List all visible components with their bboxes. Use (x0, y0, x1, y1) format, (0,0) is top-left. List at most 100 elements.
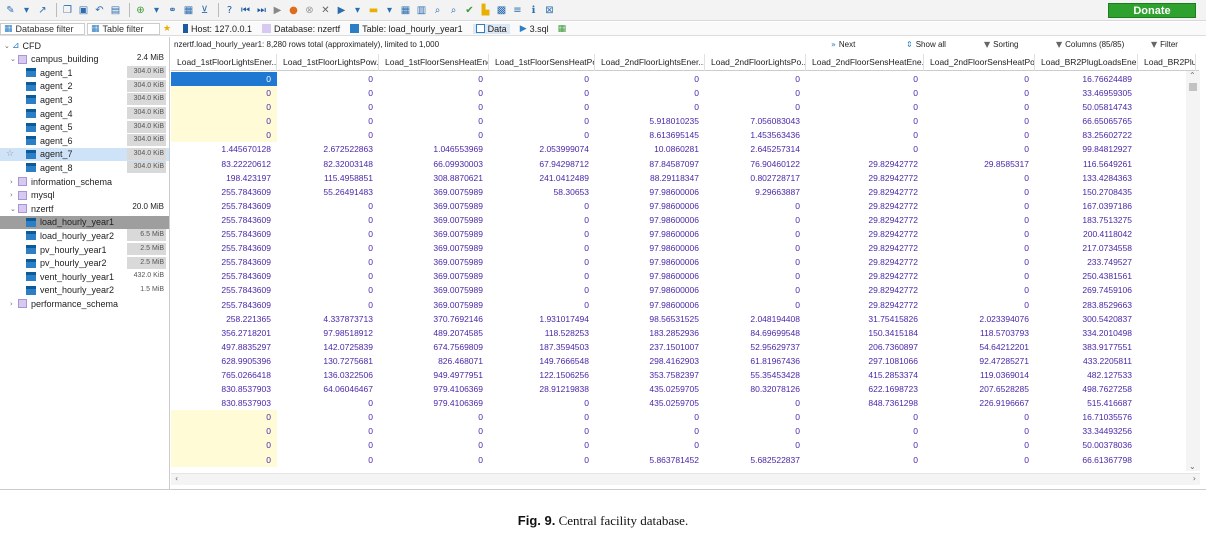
table-row[interactable]: 0 0 0 0 5.918010235 7.056083043 0 0 66.65065765 (171, 114, 1186, 129)
table-cell[interactable]: 415.2853374 (868, 369, 918, 380)
table-cell[interactable]: 369.0075989 (433, 299, 483, 310)
table-cell[interactable]: 29.82942772 (868, 285, 918, 296)
table-cell[interactable]: 0 (1024, 412, 1029, 423)
scroll-left-icon[interactable]: ‹ (175, 474, 179, 483)
table-cell[interactable]: 29.82942772 (868, 172, 918, 183)
tree-table-agent[interactable]: agent_7 304.0 KiB ☆ (0, 147, 169, 161)
table-cell[interactable]: 29.82942772 (868, 158, 918, 169)
table-cell[interactable]: 0 (368, 88, 373, 99)
table-cell[interactable]: 29.82942772 (868, 271, 918, 282)
table-cell[interactable]: 97.98600006 (649, 214, 699, 225)
table-cell[interactable]: 0 (171, 72, 277, 87)
table-cell[interactable]: 55.26491483 (323, 186, 373, 197)
table-cell[interactable]: 0 (795, 440, 800, 451)
last-icon[interactable]: ⏭ (257, 4, 266, 16)
new-query-tab-icon[interactable]: ▦ (557, 23, 567, 34)
table-cell[interactable]: 149.7666548 (539, 355, 589, 366)
table-cell[interactable]: 0 (478, 74, 483, 84)
tree-db-campus-building[interactable]: ⌄ campus_building 2.4 MiB (0, 53, 169, 66)
check-icon[interactable]: ✔ (465, 4, 474, 16)
table-filter-input[interactable]: ▦ Table filter (87, 22, 160, 35)
column-header[interactable]: Load_2ndFloorLightsEner... (595, 54, 705, 71)
table-row[interactable]: 258.221365 4.337873713 370.7692146 1.931017… (171, 312, 1186, 326)
table-cell[interactable]: 16.71035576 (1082, 412, 1132, 423)
table-cell[interactable]: 255.7843609 (221, 186, 271, 197)
table-cell[interactable]: 28.91219838 (539, 384, 589, 395)
table-cell[interactable]: 482.127533 (1087, 369, 1132, 380)
table-row[interactable]: 356.2718201 97.98518912 489.2074585 118.528… (171, 326, 1186, 340)
table-cell[interactable]: 183.7513275 (1082, 214, 1132, 225)
table-cell[interactable]: 88.29118347 (649, 172, 699, 183)
copy-icon[interactable]: ❐ (63, 4, 72, 16)
table-row[interactable]: 255.7843609 0 369.0075989 0 97.98600006 0 29.8… (171, 213, 1186, 227)
table-cell[interactable]: 97.98600006 (649, 271, 699, 282)
table-cell[interactable]: 0 (1024, 74, 1029, 84)
table-cell[interactable]: 0 (478, 116, 483, 127)
tree-table-agent[interactable]: agent_1 304.0 KiB (0, 66, 169, 79)
table-cell[interactable]: 33.46959305 (1082, 88, 1132, 99)
table-row[interactable]: 255.7843609 0 369.0075989 0 97.98600006 0 29.8… (171, 255, 1186, 269)
table-cell[interactable]: 269.7459106 (1082, 285, 1132, 296)
table-cell[interactable]: 498.7627258 (1082, 384, 1132, 395)
table-cell[interactable]: 298.4162903 (649, 355, 699, 366)
table-cell[interactable]: 5.918010235 (649, 116, 699, 127)
table-cell[interactable]: 1.453563436 (750, 130, 800, 141)
tab-data[interactable]: Data (472, 23, 510, 34)
table-cell[interactable]: 0 (171, 100, 277, 115)
table-cell[interactable]: 0 (368, 74, 373, 84)
folder-icon[interactable]: ▬ (368, 4, 379, 16)
table-row[interactable]: 255.7843609 55.26491483 369.0075989 58.3065… (171, 185, 1186, 199)
tree-table-nzertf[interactable]: pv_hourly_year2 2.5 MiB (0, 256, 169, 270)
table-cell[interactable]: 0 (1024, 144, 1029, 155)
table-cell[interactable]: 0 (795, 426, 800, 437)
table-cell[interactable]: 0 (1024, 426, 1029, 437)
table-cell[interactable]: 255.7843609 (221, 200, 271, 211)
table-cell[interactable]: 0 (1024, 116, 1029, 127)
table-cell[interactable]: 979.4106369 (433, 398, 483, 409)
dropdown-icon[interactable]: ▾ (386, 4, 393, 16)
table-cell[interactable]: 31.75415826 (868, 313, 918, 324)
chevron-down-icon[interactable]: ⌄ (10, 55, 16, 64)
table-cell[interactable]: 0 (368, 454, 373, 465)
table-cell[interactable]: 0 (368, 229, 373, 240)
table-cell[interactable]: 0 (368, 412, 373, 423)
column-header[interactable]: Load_BR2Plug (1138, 54, 1196, 71)
table-cell[interactable]: 64.06046467 (323, 384, 373, 395)
table-cell[interactable]: 0 (1024, 172, 1029, 183)
table-cell[interactable]: 0 (584, 74, 589, 84)
table-cell[interactable]: 0 (584, 200, 589, 211)
table-cell[interactable]: 29.82942772 (868, 200, 918, 211)
table-cell[interactable]: 0 (1024, 454, 1029, 465)
table-row[interactable]: 0 0 0 0 0 0 0 0 33.46959305 (171, 86, 1186, 101)
tree-table-nzertf[interactable]: load_hourly_year2 6.5 MiB (0, 229, 169, 242)
table-cell[interactable]: 0 (1024, 299, 1029, 310)
table-cell[interactable]: 0 (1024, 200, 1029, 211)
edit-icon[interactable]: ✎ (6, 4, 15, 16)
tree-table-nzertf[interactable]: vent_hourly_year1 432.0 KiB (0, 270, 169, 283)
table-cell[interactable]: 0 (584, 214, 589, 225)
table-cell[interactable]: 200.4118042 (1082, 229, 1132, 240)
table-cell[interactable]: 0 (795, 285, 800, 296)
table-cell[interactable]: 0 (913, 130, 918, 141)
table-cell[interactable]: 826.468071 (438, 355, 483, 366)
tree-db-performance-schema[interactable]: › performance_schema (0, 297, 169, 310)
table-cell[interactable]: 83.22220612 (221, 158, 271, 169)
table-cell[interactable]: 206.7360897 (868, 341, 918, 352)
table-cell[interactable]: 2.672522863 (323, 144, 373, 155)
table-cell[interactable]: 0 (478, 88, 483, 99)
table-cell[interactable]: 0 (584, 257, 589, 268)
table-row[interactable]: 255.7843609 0 369.0075989 0 97.98600006 0 29.8… (171, 227, 1186, 241)
table-row[interactable]: 0 0 0 0 8.613695145 1.453563436 0 0 83.25602722 (171, 128, 1186, 143)
table-cell[interactable]: 1.046553969 (433, 144, 483, 155)
table-row[interactable]: 0 0 0 0 0 0 0 0 50.05814743 (171, 100, 1186, 115)
table-cell[interactable]: 0 (1024, 440, 1029, 451)
chart-icon[interactable]: ▙ (481, 4, 490, 16)
dropdown-icon[interactable]: ▾ (23, 4, 30, 16)
tree-table-agent[interactable]: agent_8 304.0 KiB (0, 161, 169, 174)
table-cell[interactable]: 0 (478, 102, 483, 113)
table-cell[interactable]: 0 (368, 200, 373, 211)
column-header[interactable]: Load_2ndFloorSensHeatEne... (806, 54, 924, 71)
table-cell[interactable]: 0 (584, 426, 589, 437)
star-icon[interactable]: ★ (163, 23, 172, 34)
table-cell[interactable]: 52.95629737 (750, 341, 800, 352)
